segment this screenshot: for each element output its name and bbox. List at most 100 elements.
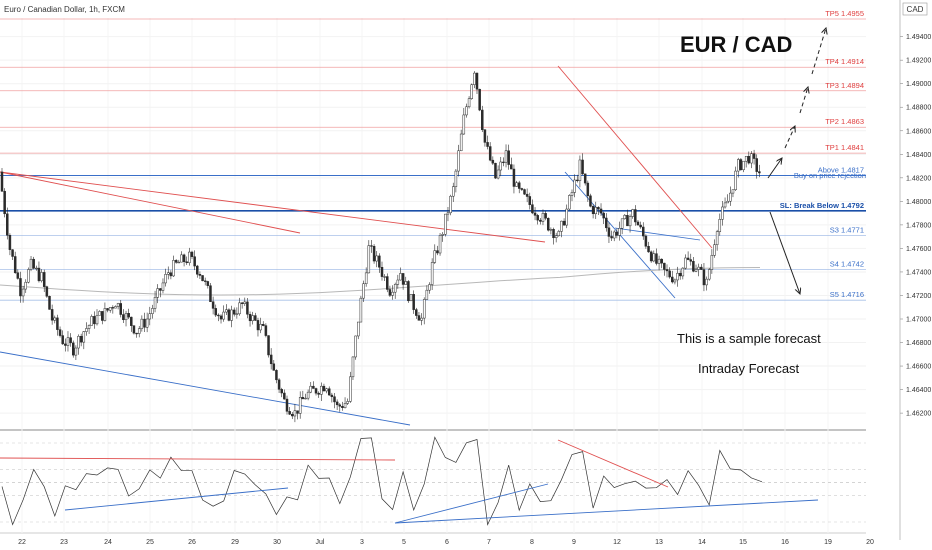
time-tick-label: 3	[360, 539, 364, 546]
candle	[338, 404, 342, 407]
forecast-arrow	[799, 87, 808, 114]
candle	[217, 314, 220, 317]
candle	[649, 251, 653, 262]
candle	[678, 272, 682, 277]
candle	[541, 213, 545, 222]
candle	[314, 388, 318, 394]
candle	[354, 335, 357, 358]
candle	[491, 159, 495, 164]
candle	[140, 318, 144, 329]
candle	[114, 306, 117, 309]
candle	[48, 296, 51, 310]
time-tick-label: Jul	[316, 539, 325, 546]
candle	[378, 255, 381, 268]
candle	[77, 335, 80, 349]
time-tick-label: 30	[273, 539, 281, 546]
candle	[407, 281, 410, 302]
time-tick-label: 22	[18, 539, 26, 546]
candle	[3, 190, 6, 215]
level-label-tp5: TP5 1.4955	[825, 9, 864, 18]
candle	[639, 224, 642, 228]
candle	[185, 261, 188, 264]
candle	[399, 273, 402, 281]
candle	[562, 220, 566, 226]
candle	[510, 164, 513, 170]
price-tick-label: 1.48200	[906, 175, 931, 182]
currency-badge[interactable]: CAD	[907, 5, 924, 14]
level-label-tp4: TP4 1.4914	[825, 57, 864, 66]
candle	[145, 318, 149, 328]
candle	[758, 171, 761, 174]
candle	[620, 218, 624, 229]
candle	[40, 272, 43, 282]
candle	[552, 229, 555, 239]
candle	[219, 315, 223, 320]
candle	[351, 356, 355, 378]
price-tick-label: 1.47400	[906, 269, 931, 276]
candle	[285, 398, 289, 412]
time-tick-label: 29	[231, 539, 239, 546]
candle	[623, 214, 627, 220]
price-axis: 1.49400 1.49200 1.49000 1.48800 1.48600 1.484…	[866, 0, 932, 550]
candle	[143, 318, 146, 328]
candle	[583, 173, 587, 184]
candle	[193, 256, 196, 267]
moving-average	[0, 267, 761, 296]
candle	[148, 313, 152, 320]
candle	[644, 235, 648, 247]
candle	[631, 209, 634, 217]
candle	[137, 328, 141, 334]
candle	[710, 255, 714, 270]
price-tick-label: 1.46200	[906, 411, 931, 418]
candle	[517, 182, 521, 189]
candle	[457, 150, 460, 172]
candle	[642, 226, 645, 237]
rsi-resistance-line	[557, 439, 669, 488]
candle	[203, 280, 207, 282]
candle	[64, 343, 67, 346]
level-label-tp3: TP3 1.4894	[825, 81, 864, 90]
candle	[343, 403, 347, 408]
candle	[557, 231, 561, 236]
candle	[251, 315, 254, 322]
level-label-s5: S5 1.4716	[830, 290, 864, 299]
candle	[628, 216, 632, 227]
time-tick-label: 12	[613, 539, 621, 546]
candle	[657, 258, 661, 264]
candle	[180, 254, 183, 263]
candle	[172, 260, 175, 277]
candle	[430, 262, 434, 285]
candle	[291, 413, 294, 417]
candle	[304, 397, 307, 400]
forecast-arrows	[767, 28, 826, 294]
candle	[164, 274, 167, 284]
candle	[370, 245, 373, 247]
price-tick-label: 1.48400	[906, 152, 931, 159]
candle	[602, 212, 605, 219]
candle	[515, 182, 518, 187]
candles	[0, 71, 761, 423]
candle	[415, 309, 418, 316]
candle	[676, 272, 679, 281]
candle	[605, 217, 608, 229]
price-tick-label: 1.46400	[906, 387, 931, 394]
candle	[359, 297, 363, 323]
currency-badge-box[interactable]	[902, 2, 928, 16]
level-label-s4: S4 1.4742	[830, 260, 864, 269]
price-tick-label: 1.48000	[906, 199, 931, 206]
candle	[24, 281, 27, 290]
candle	[106, 308, 109, 311]
candle	[473, 72, 476, 85]
candle	[333, 396, 336, 403]
time-tick-label: 20	[866, 539, 874, 546]
candle	[53, 317, 57, 321]
time-tick-label: 24	[104, 539, 112, 546]
level-label-s3: S3 1.4771	[830, 225, 864, 234]
candle	[132, 325, 136, 334]
candle	[74, 347, 78, 356]
candle	[116, 303, 120, 307]
candle	[409, 294, 413, 302]
candle	[238, 302, 241, 315]
candle	[428, 284, 431, 291]
candle	[715, 231, 719, 245]
